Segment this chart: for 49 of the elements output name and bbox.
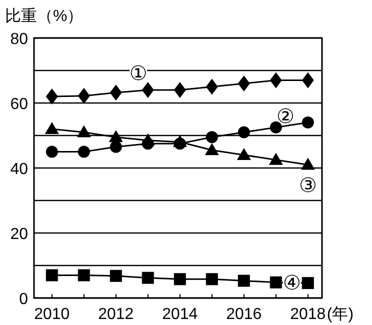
point (302, 72, 314, 88)
point (78, 88, 90, 104)
point (142, 82, 154, 98)
point (46, 269, 58, 282)
point (206, 131, 218, 144)
point (110, 140, 122, 153)
x-tick-label: 2018 (290, 306, 326, 323)
point (46, 88, 58, 104)
point (236, 148, 251, 160)
x-tick-label: 2010 (34, 306, 70, 323)
y-tick-label: 0 (19, 291, 28, 308)
point (206, 273, 218, 286)
point (238, 274, 250, 287)
point (302, 116, 314, 128)
y-tick-label: 80 (10, 31, 28, 48)
point (78, 146, 90, 158)
point (270, 276, 282, 288)
point (78, 269, 90, 282)
x-tick-label: 2014 (162, 306, 198, 323)
y-tick-label: 40 (10, 161, 28, 178)
point (142, 272, 154, 284)
point (238, 126, 250, 138)
series-label: ③ (298, 172, 317, 197)
y-tick-label: 60 (10, 96, 28, 113)
point (172, 135, 187, 147)
series-label: ④ (282, 270, 301, 295)
point (108, 130, 123, 142)
point (44, 122, 59, 134)
point (268, 152, 283, 165)
point (110, 270, 122, 282)
point (46, 146, 58, 158)
y-tick-label: 20 (10, 226, 28, 243)
y-axis-title: 比重（%） (5, 7, 84, 25)
series-label: ② (276, 104, 294, 128)
x-axis-title: (年) (326, 306, 354, 323)
series-label: ① (129, 60, 148, 85)
x-tick-label: 2016 (226, 306, 262, 323)
point (302, 277, 314, 290)
point (204, 143, 219, 156)
point (174, 82, 186, 98)
point (238, 76, 250, 92)
point (110, 84, 122, 101)
x-tick-label: 2012 (98, 306, 134, 323)
point (206, 78, 218, 95)
point (76, 125, 91, 138)
point (300, 158, 315, 170)
point (270, 72, 282, 88)
point (174, 273, 186, 286)
point (140, 133, 155, 146)
